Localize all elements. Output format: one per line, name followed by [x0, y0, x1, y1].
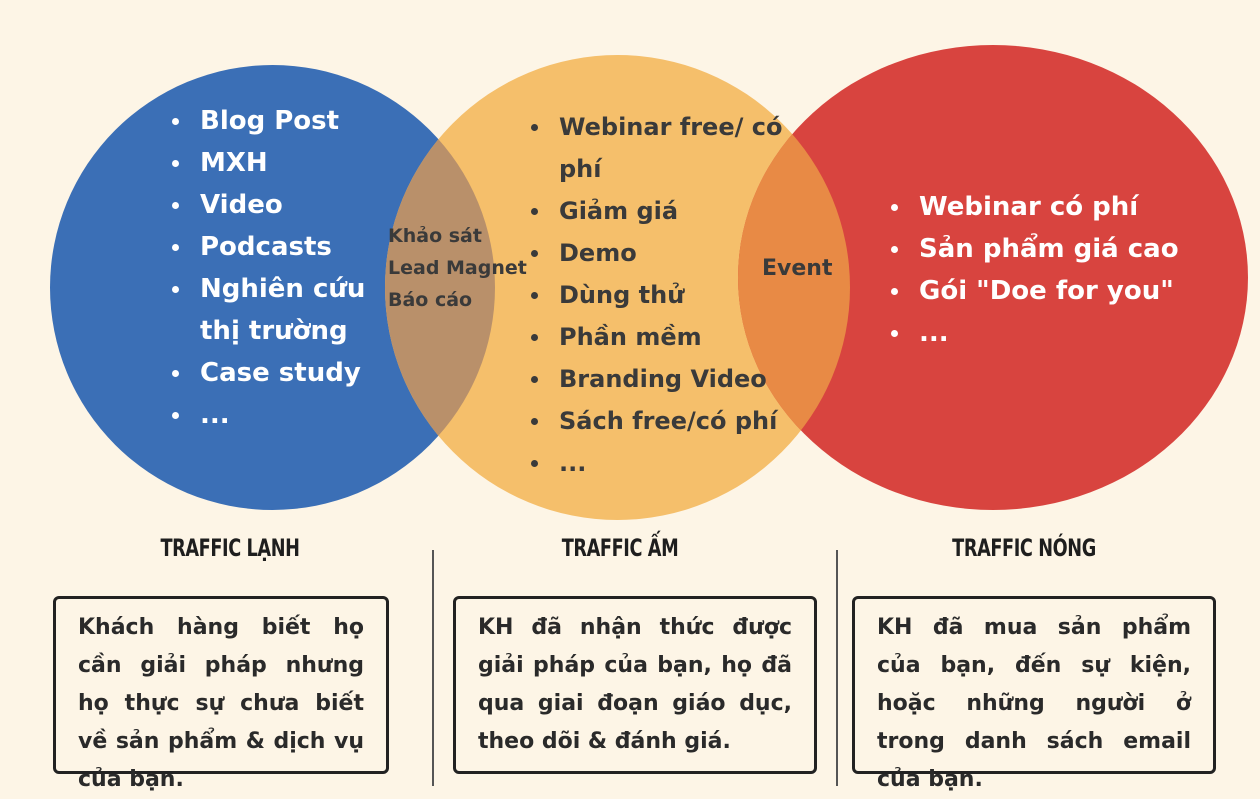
list-item: Gói "Doe for you": [885, 270, 1179, 312]
list-item: ...: [525, 442, 789, 484]
cold-traffic-heading: TRAFFIC LẠNH: [160, 534, 300, 562]
list-item: Dùng thử: [525, 274, 789, 316]
list-item: Podcasts: [166, 226, 400, 268]
list-item: Video: [166, 184, 400, 226]
hot-traffic-heading: TRAFFIC NÓNG: [952, 534, 1096, 562]
warm-traffic-list: Webinar free/ có phí Giảm giá Demo Dùng thử…: [525, 106, 789, 484]
list-item: Phần mềm: [525, 316, 789, 358]
list-item: Case study: [166, 352, 400, 394]
list-item: MXH: [166, 142, 400, 184]
cold-traffic-list: Blog Post MXH Video Podcasts Nghiên cứu thị …: [166, 100, 400, 436]
list-item: Giảm giá: [525, 190, 789, 232]
overlap-cold-warm-labels: Khảo sát Lead Magnet Báo cáo: [388, 220, 527, 316]
hot-traffic-list: Webinar có phí Sản phẩm giá cao Gói "Doe f…: [885, 186, 1179, 354]
overlap-warm-hot-label: Event: [762, 256, 833, 281]
list-item: Sản phẩm giá cao: [885, 228, 1179, 270]
list-item: Demo: [525, 232, 789, 274]
overlap-label: Khảo sát: [388, 225, 482, 247]
warm-traffic-heading: TRAFFIC ẤM: [561, 534, 679, 562]
list-item: Nghiên cứu thị trường: [166, 268, 400, 352]
column-divider: [432, 550, 434, 786]
hot-traffic-description: KH đã mua sản phẩm của bạn, đến sự kiện,…: [852, 596, 1216, 792]
list-item: ...: [166, 394, 400, 436]
overlap-label: Lead Magnet: [388, 257, 527, 279]
list-item: ...: [885, 312, 1179, 354]
list-item: Sách free/có phí: [525, 400, 789, 442]
list-item: Blog Post: [166, 100, 400, 142]
warm-traffic-description: KH đã nhận thức được giải pháp của bạn, …: [453, 596, 817, 774]
list-item: Webinar có phí: [885, 186, 1179, 228]
list-item: Branding Video: [525, 358, 789, 400]
column-divider: [836, 550, 838, 786]
list-item: Webinar free/ có phí: [525, 106, 789, 190]
cold-traffic-description: Khách hàng biết họ cần giải pháp nhưng h…: [53, 596, 389, 792]
overlap-label: Báo cáo: [388, 289, 473, 311]
